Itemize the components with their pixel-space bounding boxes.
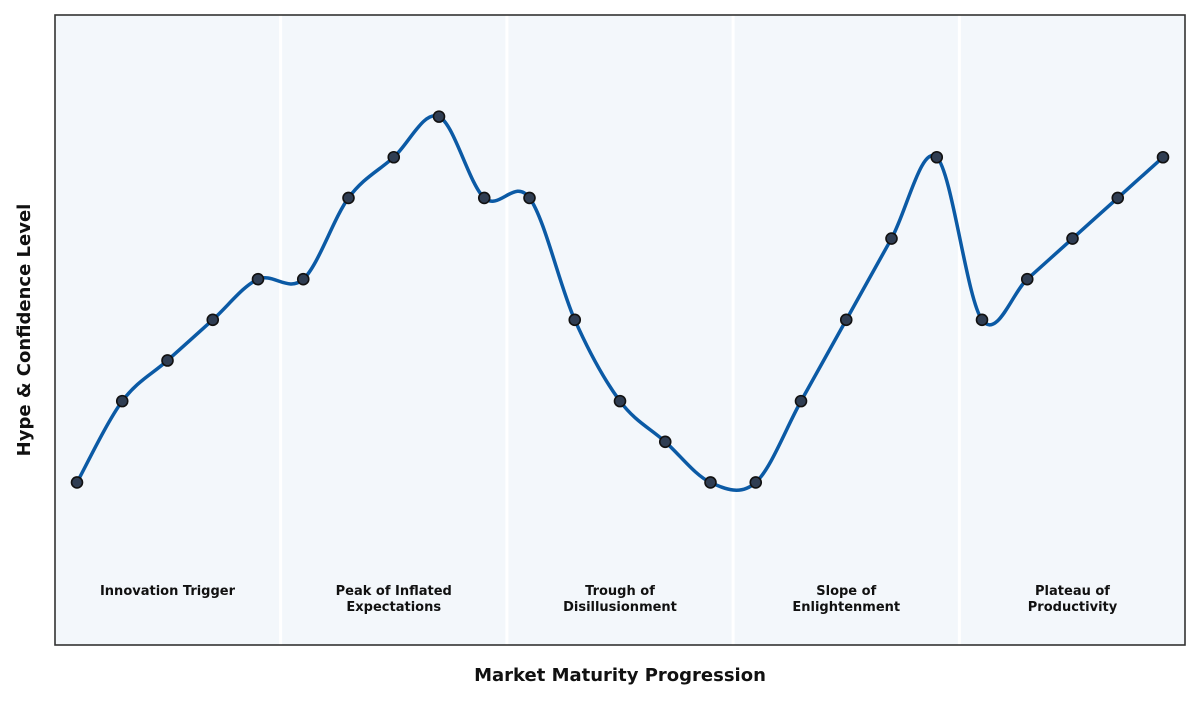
data-point <box>613 394 627 408</box>
data-point <box>296 272 310 286</box>
data-point <box>885 232 898 245</box>
data-point <box>975 313 989 327</box>
phase-label-trough-of-disillusionment: Trough of Disillusionment <box>563 584 677 615</box>
data-point <box>70 476 84 489</box>
data-point <box>704 476 717 489</box>
data-point <box>1156 150 1170 164</box>
data-point <box>251 272 265 286</box>
data-point <box>839 313 853 327</box>
plot-background <box>55 15 1185 645</box>
data-point <box>161 354 174 367</box>
y-axis-title: Hype & Confidence Level <box>14 204 35 457</box>
phase-label-plateau-of-productivity: Plateau of Productivity <box>1028 584 1118 615</box>
data-point <box>206 313 220 327</box>
data-points <box>70 110 1170 489</box>
data-point <box>749 476 763 489</box>
data-point <box>1111 191 1125 205</box>
phase-dividers <box>279 15 961 645</box>
data-point <box>568 313 582 327</box>
data-point <box>1020 272 1034 286</box>
data-point <box>432 110 446 123</box>
plot-frame <box>54 14 1186 646</box>
phase-label-innovation-trigger: Innovation Trigger <box>100 584 236 599</box>
data-point <box>930 150 944 164</box>
data-point <box>523 191 536 205</box>
data-point <box>658 435 672 449</box>
phase-label-slope-of-enlightenment: Slope of Enlightenment <box>792 584 900 615</box>
data-point <box>1066 232 1079 245</box>
x-axis-title: Market Maturity Progression <box>474 665 766 686</box>
phase-labels: Innovation Trigger Peak of Inflated Expect… <box>100 584 1118 615</box>
data-point <box>477 191 491 205</box>
data-point <box>794 394 808 408</box>
data-point <box>342 191 355 205</box>
data-point <box>115 394 129 408</box>
phase-label-peak-of-inflated-expectations: Peak of Inflated Expectations <box>336 584 452 615</box>
data-point <box>387 150 401 164</box>
